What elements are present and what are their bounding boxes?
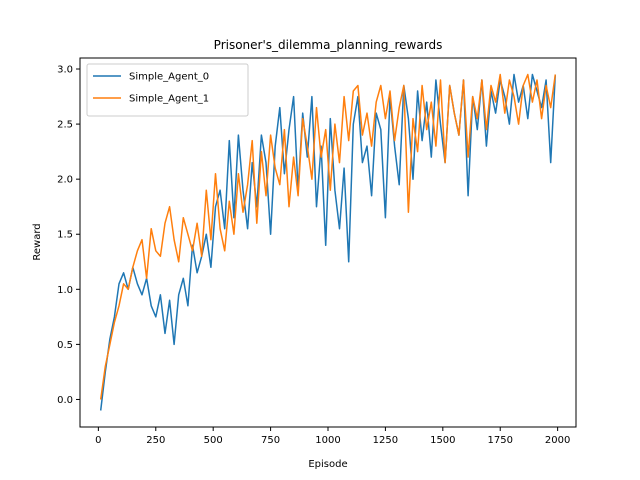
y-axis-label: Reward (32, 223, 43, 260)
legend-label: Simple_Agent_0 (129, 72, 209, 83)
y-tick-label: 3.0 (57, 65, 73, 76)
x-tick-label: 2000 (545, 435, 570, 446)
x-tick-label: 250 (146, 435, 165, 446)
x-tick-label: 1000 (315, 435, 340, 446)
legend-box (86, 63, 249, 117)
y-tick-label: 1.5 (57, 230, 73, 241)
x-tick-label: 1250 (373, 435, 398, 446)
x-tick-label: 500 (204, 435, 223, 446)
series-line-Simple_Agent_1 (99, 73, 557, 400)
x-tick-label: 750 (261, 435, 280, 446)
y-tick-label: 2.0 (57, 175, 73, 186)
plot-area (99, 73, 557, 411)
y-tick-label: 1.0 (57, 285, 73, 296)
chart-title: Prisoner's_dilemma_planning_rewards (214, 38, 443, 52)
legend-label: Simple_Agent_1 (129, 94, 209, 105)
y-tick-label: 0.0 (57, 395, 73, 406)
x-tick-label: 0 (95, 435, 101, 446)
y-tick-label: 0.5 (57, 340, 73, 351)
y-tick-label: 2.5 (57, 120, 73, 131)
x-axis-label: Episode (308, 459, 347, 470)
x-axis: 0 250 500 750 1000 1250 1500 1750 2000 (95, 427, 570, 446)
x-tick-label: 1500 (430, 435, 455, 446)
y-axis: 0.0 0.5 1.0 1.5 2.0 2.5 3.0 (57, 65, 80, 406)
legend: Simple_Agent_0 Simple_Agent_1 (86, 63, 249, 117)
x-tick-label: 1750 (487, 435, 512, 446)
